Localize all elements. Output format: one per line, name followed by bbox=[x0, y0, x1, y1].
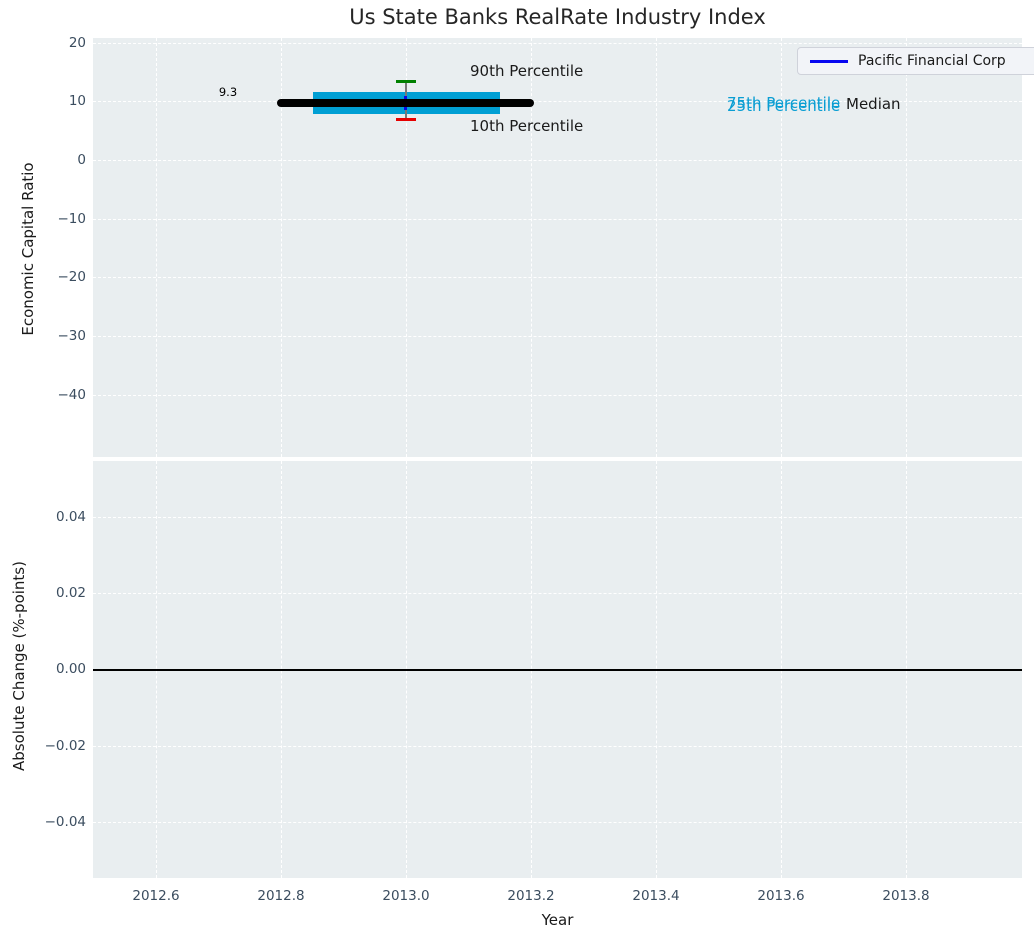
bottom-plot-area bbox=[93, 461, 1022, 878]
xtick: 2013.6 bbox=[757, 888, 805, 904]
xtick: 2013.4 bbox=[632, 888, 680, 904]
p10-cap bbox=[396, 118, 416, 121]
ytick-bottom: 0.02 bbox=[55, 585, 86, 601]
xtick: 2013.2 bbox=[507, 888, 555, 904]
gridline-horizontal bbox=[93, 822, 1022, 823]
gridline-horizontal bbox=[93, 43, 1022, 44]
gridline-vertical bbox=[156, 38, 157, 457]
top-plot-area: 9.3 90th Percentile 10th Percentile 75th… bbox=[93, 38, 1034, 457]
x-axis-label: Year bbox=[541, 911, 574, 929]
p75-label: 75th Percentile bbox=[727, 94, 841, 112]
gridline-horizontal bbox=[93, 277, 1022, 278]
gridline-vertical bbox=[281, 38, 282, 457]
legend: Pacific Financial Corp bbox=[797, 47, 1034, 75]
ytick-top: −30 bbox=[57, 328, 87, 344]
legend-line-sample bbox=[810, 60, 848, 63]
median-value-label: 9.3 bbox=[218, 85, 238, 99]
gridline-horizontal bbox=[93, 160, 1022, 161]
bottom-y-axis-label: Absolute Change (%-points) bbox=[10, 561, 28, 771]
p25-label: 25th Percentile bbox=[727, 97, 841, 115]
gridline-vertical bbox=[906, 38, 907, 457]
ytick-top: 20 bbox=[68, 35, 86, 51]
ytick-top: −10 bbox=[57, 211, 87, 227]
gridline-horizontal bbox=[93, 219, 1022, 220]
p90-cap bbox=[396, 80, 416, 83]
gridline-horizontal bbox=[93, 517, 1022, 518]
gridline-vertical bbox=[781, 38, 782, 457]
median-label: Median bbox=[846, 95, 901, 113]
ytick-top: 10 bbox=[68, 93, 86, 109]
ytick-top: −20 bbox=[57, 269, 87, 285]
gridline-vertical bbox=[406, 38, 407, 457]
p90-label: 90th Percentile bbox=[470, 62, 584, 80]
gridline-horizontal bbox=[93, 336, 1022, 337]
gridline-horizontal bbox=[93, 101, 1022, 102]
chart-title: Us State Banks RealRate Industry Index bbox=[349, 5, 766, 29]
zero-reference-line bbox=[93, 669, 1022, 671]
p10-label: 10th Percentile bbox=[470, 117, 584, 135]
median-line bbox=[277, 99, 534, 107]
xtick: 2013.0 bbox=[382, 888, 430, 904]
ytick-bottom: −0.02 bbox=[44, 738, 86, 754]
xtick: 2012.6 bbox=[132, 888, 180, 904]
ytick-top: 0 bbox=[77, 152, 86, 168]
ytick-bottom: 0.00 bbox=[55, 661, 86, 677]
gridline-vertical bbox=[531, 38, 532, 457]
gridline-horizontal bbox=[93, 395, 1022, 396]
top-y-axis-label: Economic Capital Ratio bbox=[19, 162, 37, 336]
gridline-horizontal bbox=[93, 746, 1022, 747]
gridline-vertical bbox=[656, 38, 657, 457]
legend-label: Pacific Financial Corp bbox=[858, 53, 1006, 69]
ytick-bottom: −0.04 bbox=[44, 814, 86, 830]
ytick-bottom: 0.04 bbox=[55, 509, 86, 525]
gridline-horizontal bbox=[93, 593, 1022, 594]
xtick: 2013.8 bbox=[882, 888, 930, 904]
xtick: 2012.8 bbox=[257, 888, 305, 904]
ytick-top: −40 bbox=[57, 387, 87, 403]
